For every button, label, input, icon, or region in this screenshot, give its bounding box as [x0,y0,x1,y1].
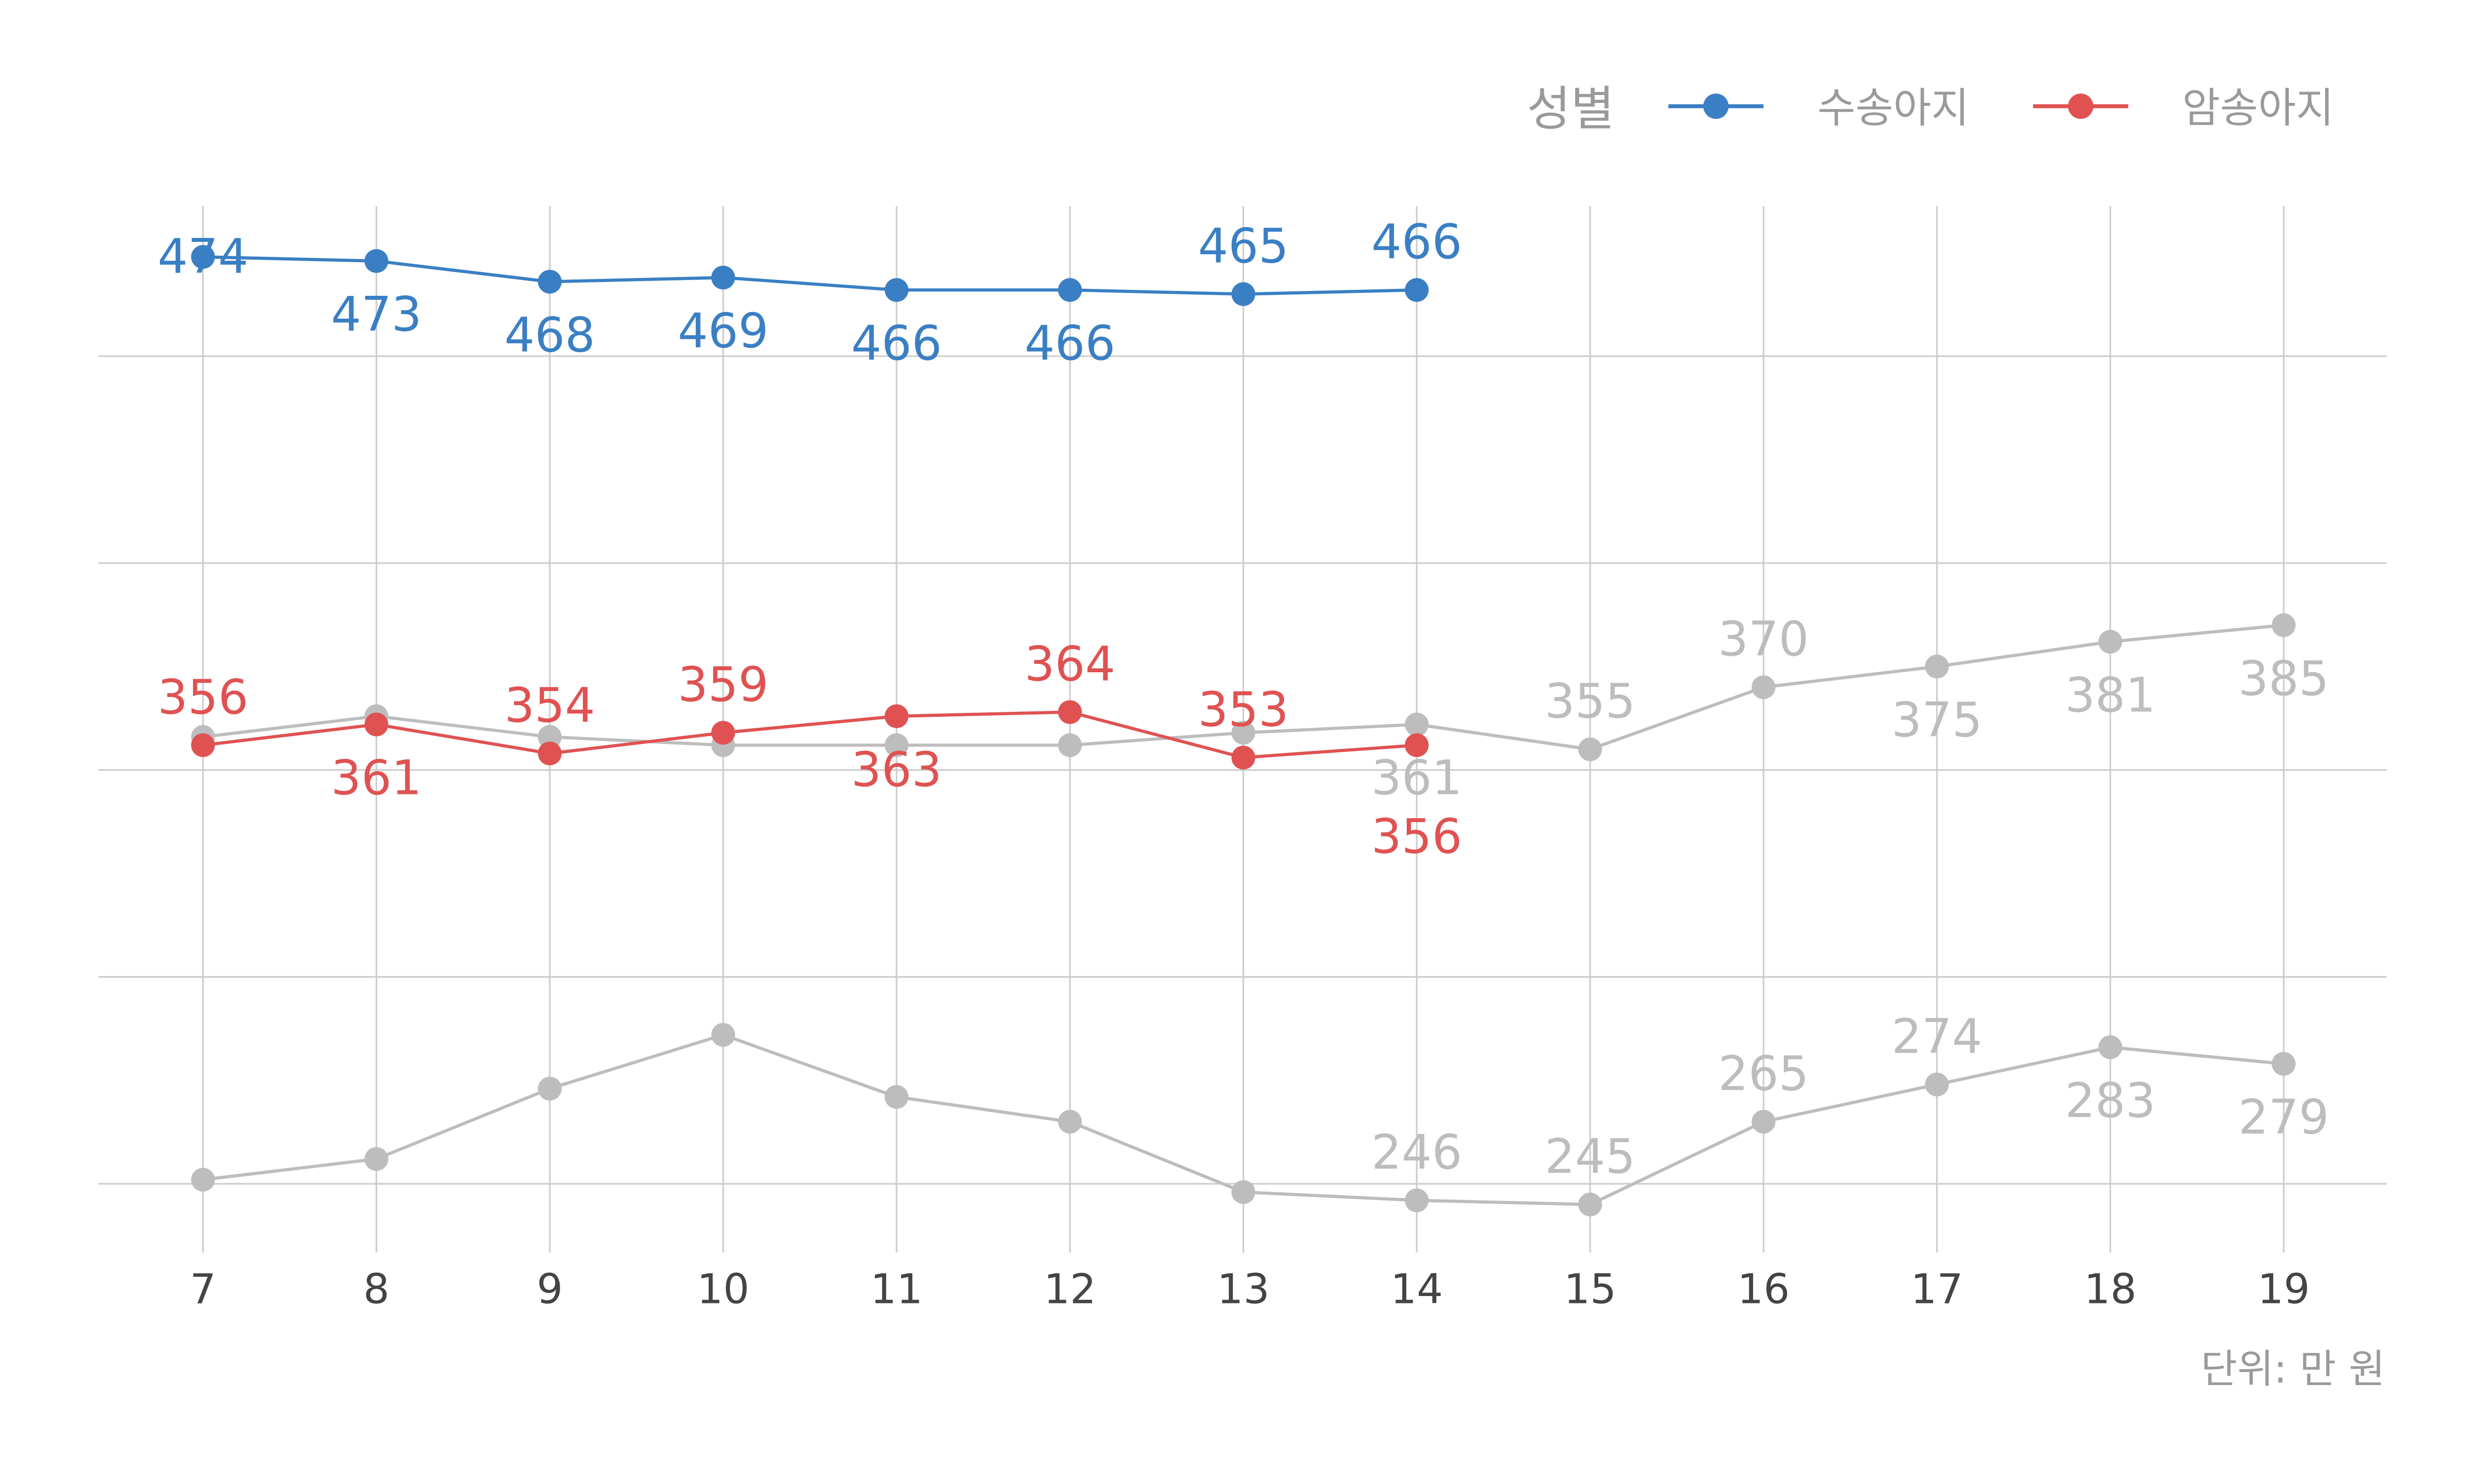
data-label: 283 [2065,1073,2156,1128]
data-point [884,278,909,302]
legend-title: 성별 [1527,81,1615,137]
data-point [1752,675,1776,699]
data-point [1231,745,1255,770]
data-label: 356 [157,669,248,725]
series-line [202,710,1417,759]
legend-marker-female [2068,93,2093,119]
data-point [364,1147,388,1171]
data-point [2098,1035,2122,1060]
data-point [1925,654,1949,679]
data-label: 265 [1718,1046,1809,1102]
data-label: 466 [1371,214,1462,270]
legend-marker-male [1703,93,1729,119]
series-3: 474 473 468 469 466 466 465 466 [157,214,1462,371]
data-label: 370 [1718,611,1809,667]
series-2: 246 245 265 274 283 279 [191,1009,2330,1217]
data-point [884,733,909,757]
series-1: 361 355 370 375 381 385 [191,611,2330,806]
data-point [1925,1072,1949,1097]
data-point [711,1022,735,1047]
legend-label-male: 수송아지 [1817,84,1969,132]
data-point [191,245,215,269]
x-tick-label: 7 [190,1265,216,1313]
data-point [1578,737,1602,761]
x-tick-label: 12 [1044,1265,1096,1313]
data-point [1752,1110,1776,1134]
data-point [1058,278,1082,302]
data-point [1058,733,1082,757]
data-label: 381 [2065,667,2156,723]
unit-caption: 단위: 만 원 [2201,1346,2385,1392]
x-tick-label: 14 [1390,1265,1443,1313]
data-point [1231,721,1255,745]
data-point [884,704,909,728]
data-point [1578,1192,1602,1217]
legend: 성별 수송아지 암송아지 [1527,81,2334,137]
series-line [203,255,1417,296]
data-point [538,742,562,766]
x-tick-label: 19 [2257,1265,2310,1313]
data-point [2098,630,2122,654]
data-label: 353 [1198,682,1289,737]
data-point [1405,1188,1429,1212]
legend-entry-female[interactable]: 암송아지 [2033,84,2334,132]
data-point [711,266,735,290]
data-label: 469 [678,303,769,359]
x-tick-label: 10 [697,1265,750,1313]
data-label: 274 [1892,1009,1983,1064]
legend-entry-male[interactable]: 수송아지 [1668,84,1969,132]
data-point [711,721,735,745]
data-point [538,725,562,749]
x-tick-label: 11 [870,1265,923,1313]
x-tick-label: 17 [1911,1265,1963,1313]
x-tick-label: 8 [363,1265,389,1313]
data-label: 474 [157,229,248,284]
x-tick-label: 9 [537,1265,563,1313]
x-tick-label: 13 [1217,1265,1270,1313]
data-label: 279 [2238,1090,2330,1145]
data-point [2272,613,2296,637]
data-label: 375 [1892,692,1983,747]
data-point [538,270,562,294]
data-label: 363 [851,742,942,797]
data-label: 466 [851,316,942,371]
data-label: 246 [1371,1125,1462,1180]
data-point [1405,712,1429,737]
data-point [538,1076,562,1101]
data-label: 355 [1545,674,1636,729]
data-label: 359 [678,657,769,712]
data-label: 354 [504,678,595,733]
data-label: 385 [2238,651,2330,706]
data-label: 466 [1025,316,1116,371]
data-label: 361 [331,750,422,806]
data-label: 468 [504,308,595,363]
data-point [1405,733,1429,757]
data-point [364,712,388,737]
data-point [191,1167,215,1192]
data-point [884,1085,909,1109]
data-label: 473 [331,287,422,342]
x-axis: 7 8 9 10 11 12 13 14 15 16 17 18 19 [190,1265,2310,1313]
x-tick-label: 18 [2084,1265,2137,1313]
x-tick-label: 15 [1564,1265,1617,1313]
data-point [1058,1110,1082,1134]
x-tick-label: 16 [1737,1265,1790,1313]
data-label: 361 [1371,750,1462,806]
data-point [1405,278,1429,302]
data-label: 356 [1371,809,1462,864]
data-point [1231,282,1255,306]
data-label: 364 [1025,636,1116,692]
data-point [364,249,388,273]
data-label: 465 [1198,218,1289,274]
data-point [191,733,215,757]
legend-label-female: 암송아지 [2182,84,2334,132]
data-label: 245 [1545,1129,1636,1184]
data-point [2272,1052,2296,1076]
data-point [1231,1180,1255,1204]
data-point [1058,700,1082,724]
